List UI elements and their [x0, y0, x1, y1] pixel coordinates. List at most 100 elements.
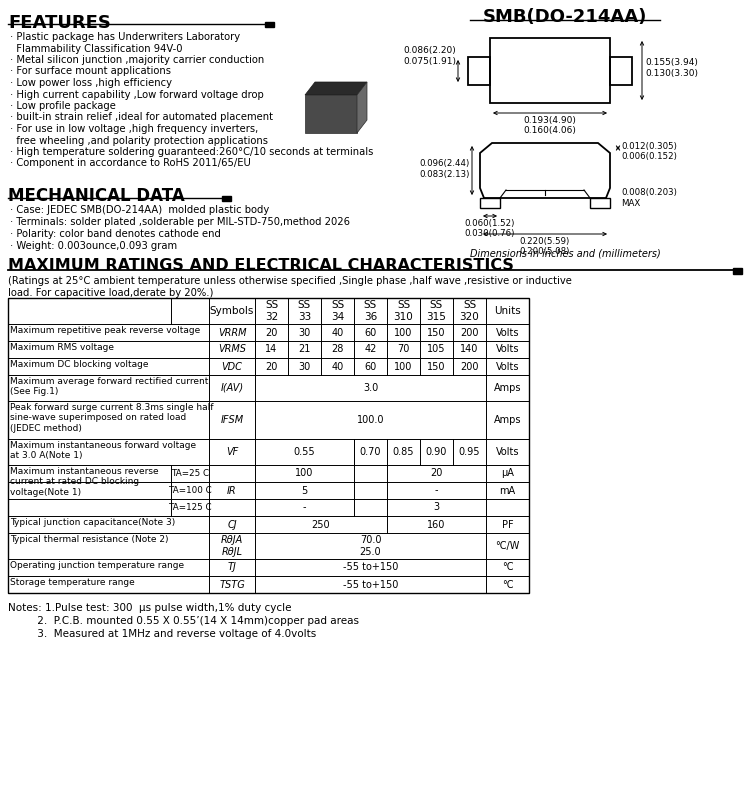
Text: MAXIMUM RATINGS AND ELECTRICAL CHARACTERISTICS: MAXIMUM RATINGS AND ELECTRICAL CHARACTER… [8, 258, 514, 273]
Text: Units: Units [494, 306, 520, 316]
Text: 70.0
25.0: 70.0 25.0 [360, 535, 381, 556]
Text: VRRM: VRRM [217, 327, 246, 338]
Text: Amps: Amps [494, 415, 521, 425]
Polygon shape [357, 82, 367, 133]
Text: Maximum repetitive peak reverse voltage: Maximum repetitive peak reverse voltage [10, 326, 200, 335]
Text: FEATURES: FEATURES [8, 14, 111, 32]
Text: 2.  P.C.B. mounted 0.55 X 0.55’(14 X 14mm)copper pad areas: 2. P.C.B. mounted 0.55 X 0.55’(14 X 14mm… [8, 616, 359, 626]
Text: 20: 20 [266, 327, 278, 338]
Text: 0.55: 0.55 [294, 447, 315, 457]
Text: Volts: Volts [496, 447, 519, 457]
Text: 0.030(0.76): 0.030(0.76) [465, 229, 515, 238]
Text: TSTG: TSTG [219, 579, 245, 589]
Text: Maximum instantaneous reverse
current at rated DC blocking
voltage(Note 1): Maximum instantaneous reverse current at… [10, 467, 159, 497]
Text: Notes: 1.Pulse test: 300  μs pulse width,1% duty cycle: Notes: 1.Pulse test: 300 μs pulse width,… [8, 603, 292, 613]
Text: 0.086(2.20): 0.086(2.20) [404, 46, 456, 55]
Text: 0.083(2.13): 0.083(2.13) [420, 170, 470, 179]
Text: 0.060(1.52): 0.060(1.52) [465, 219, 515, 228]
Text: · Low profile package: · Low profile package [10, 101, 115, 111]
Text: 0.130(3.30): 0.130(3.30) [645, 69, 698, 78]
Text: Volts: Volts [496, 345, 519, 354]
Text: 60: 60 [364, 361, 376, 371]
Text: Peak forward surge current 8.3ms single half
sine-wave superimposed on rated loa: Peak forward surge current 8.3ms single … [10, 403, 214, 433]
Text: Storage temperature range: Storage temperature range [10, 578, 135, 587]
Text: 150: 150 [427, 327, 445, 338]
Text: PF: PF [502, 519, 513, 530]
Text: · Polarity: color band denotes cathode end: · Polarity: color band denotes cathode e… [10, 229, 220, 239]
Text: 0.200(5.08): 0.200(5.08) [520, 247, 570, 256]
Text: 3.  Measured at 1MHz and reverse voltage of 4.0volts: 3. Measured at 1MHz and reverse voltage … [8, 629, 316, 639]
Text: MAX: MAX [621, 198, 640, 208]
Text: · Terminals: solder plated ,solderable per MIL-STD-750,method 2026: · Terminals: solder plated ,solderable p… [10, 217, 350, 227]
Text: TA=25 C: TA=25 C [171, 469, 209, 478]
Text: -: - [303, 503, 306, 512]
Text: 5: 5 [302, 486, 307, 496]
Text: 0.160(4.06): 0.160(4.06) [524, 126, 577, 135]
Text: · High current capability ,Low forward voltage drop: · High current capability ,Low forward v… [10, 90, 264, 99]
Text: 0.006(0.152): 0.006(0.152) [621, 153, 676, 161]
Text: 100: 100 [394, 361, 412, 371]
Text: MECHANICAL DATA: MECHANICAL DATA [8, 187, 184, 205]
Text: °C: °C [502, 579, 513, 589]
Text: VRMS: VRMS [218, 345, 246, 354]
Text: 20: 20 [430, 468, 442, 478]
Text: · Weight: 0.003ounce,0.093 gram: · Weight: 0.003ounce,0.093 gram [10, 241, 177, 251]
Text: 0.85: 0.85 [393, 447, 414, 457]
Text: free wheeling ,and polarity protection applications: free wheeling ,and polarity protection a… [10, 135, 268, 146]
Text: Typical junction capacitance(Note 3): Typical junction capacitance(Note 3) [10, 518, 176, 527]
Text: 0.096(2.44): 0.096(2.44) [420, 159, 470, 168]
Text: 0.155(3.94): 0.155(3.94) [645, 58, 698, 67]
Bar [480, 198, 500, 208]
Text: · Case: JEDEC SMB(DO-214AA)  molded plastic body: · Case: JEDEC SMB(DO-214AA) molded plast… [10, 205, 269, 215]
Text: TA=125 C: TA=125 C [168, 503, 211, 512]
Text: 0.008(0.203): 0.008(0.203) [621, 189, 676, 198]
Text: TA=100 C: TA=100 C [168, 486, 211, 495]
Text: 200: 200 [460, 361, 478, 371]
Text: 40: 40 [332, 327, 344, 338]
Text: TJ: TJ [227, 563, 236, 572]
Text: -55 to+150: -55 to+150 [343, 563, 398, 572]
Text: · For use in low voltage ,high frequency inverters,: · For use in low voltage ,high frequency… [10, 124, 258, 134]
Text: °C/W: °C/W [495, 541, 520, 551]
Text: VF: VF [226, 447, 238, 457]
Text: · Metal silicon junction ,majority carrier conduction: · Metal silicon junction ,majority carri… [10, 55, 264, 65]
Text: Symbols: Symbols [210, 306, 254, 316]
Text: CJ: CJ [227, 519, 237, 530]
Text: 21: 21 [298, 345, 310, 354]
Text: 105: 105 [427, 345, 445, 354]
Text: Dimensions in inches and (millimeters): Dimensions in inches and (millimeters) [470, 248, 661, 258]
Text: · Low power loss ,high efficiency: · Low power loss ,high efficiency [10, 78, 172, 88]
Text: SS
36: SS 36 [364, 300, 377, 322]
Text: I(AV): I(AV) [220, 383, 244, 393]
Text: 42: 42 [364, 345, 376, 354]
Text: SS
34: SS 34 [331, 300, 344, 322]
Text: 3: 3 [433, 503, 439, 512]
Text: · For surface mount applications: · For surface mount applications [10, 66, 171, 76]
Text: 0.193(4.90): 0.193(4.90) [524, 116, 577, 125]
Text: 40: 40 [332, 361, 344, 371]
Bar [733, 268, 742, 274]
Text: 100: 100 [296, 468, 314, 478]
Bar [610, 57, 632, 85]
Text: -: - [435, 486, 438, 496]
Bar [265, 22, 274, 27]
Text: · Plastic package has Underwriters Laboratory: · Plastic package has Underwriters Labor… [10, 32, 240, 42]
Bar [490, 38, 610, 103]
Text: (Ratings at 25°C ambient temperature unless otherwise specified ,Single phase ,h: (Ratings at 25°C ambient temperature unl… [8, 276, 572, 297]
Text: · High temperature soldering guaranteed:260°C/10 seconds at terminals: · High temperature soldering guaranteed:… [10, 147, 374, 157]
Text: 30: 30 [298, 327, 310, 338]
Text: 20: 20 [266, 361, 278, 371]
Bar [222, 196, 231, 201]
Text: Maximum instantaneous forward voltage
at 3.0 A(Note 1): Maximum instantaneous forward voltage at… [10, 441, 196, 460]
Polygon shape [305, 82, 367, 95]
Text: mA: mA [500, 486, 515, 496]
Bar [305, 95, 357, 133]
Text: SS
32: SS 32 [265, 300, 278, 322]
Text: SS
315: SS 315 [427, 300, 446, 322]
Text: 100.0: 100.0 [357, 415, 384, 425]
Text: Maximum DC blocking voltage: Maximum DC blocking voltage [10, 360, 148, 369]
Text: 0.075(1.91): 0.075(1.91) [403, 57, 456, 66]
Text: Volts: Volts [496, 327, 519, 338]
Text: Operating junction temperature range: Operating junction temperature range [10, 561, 184, 570]
Text: SS
310: SS 310 [394, 300, 413, 322]
